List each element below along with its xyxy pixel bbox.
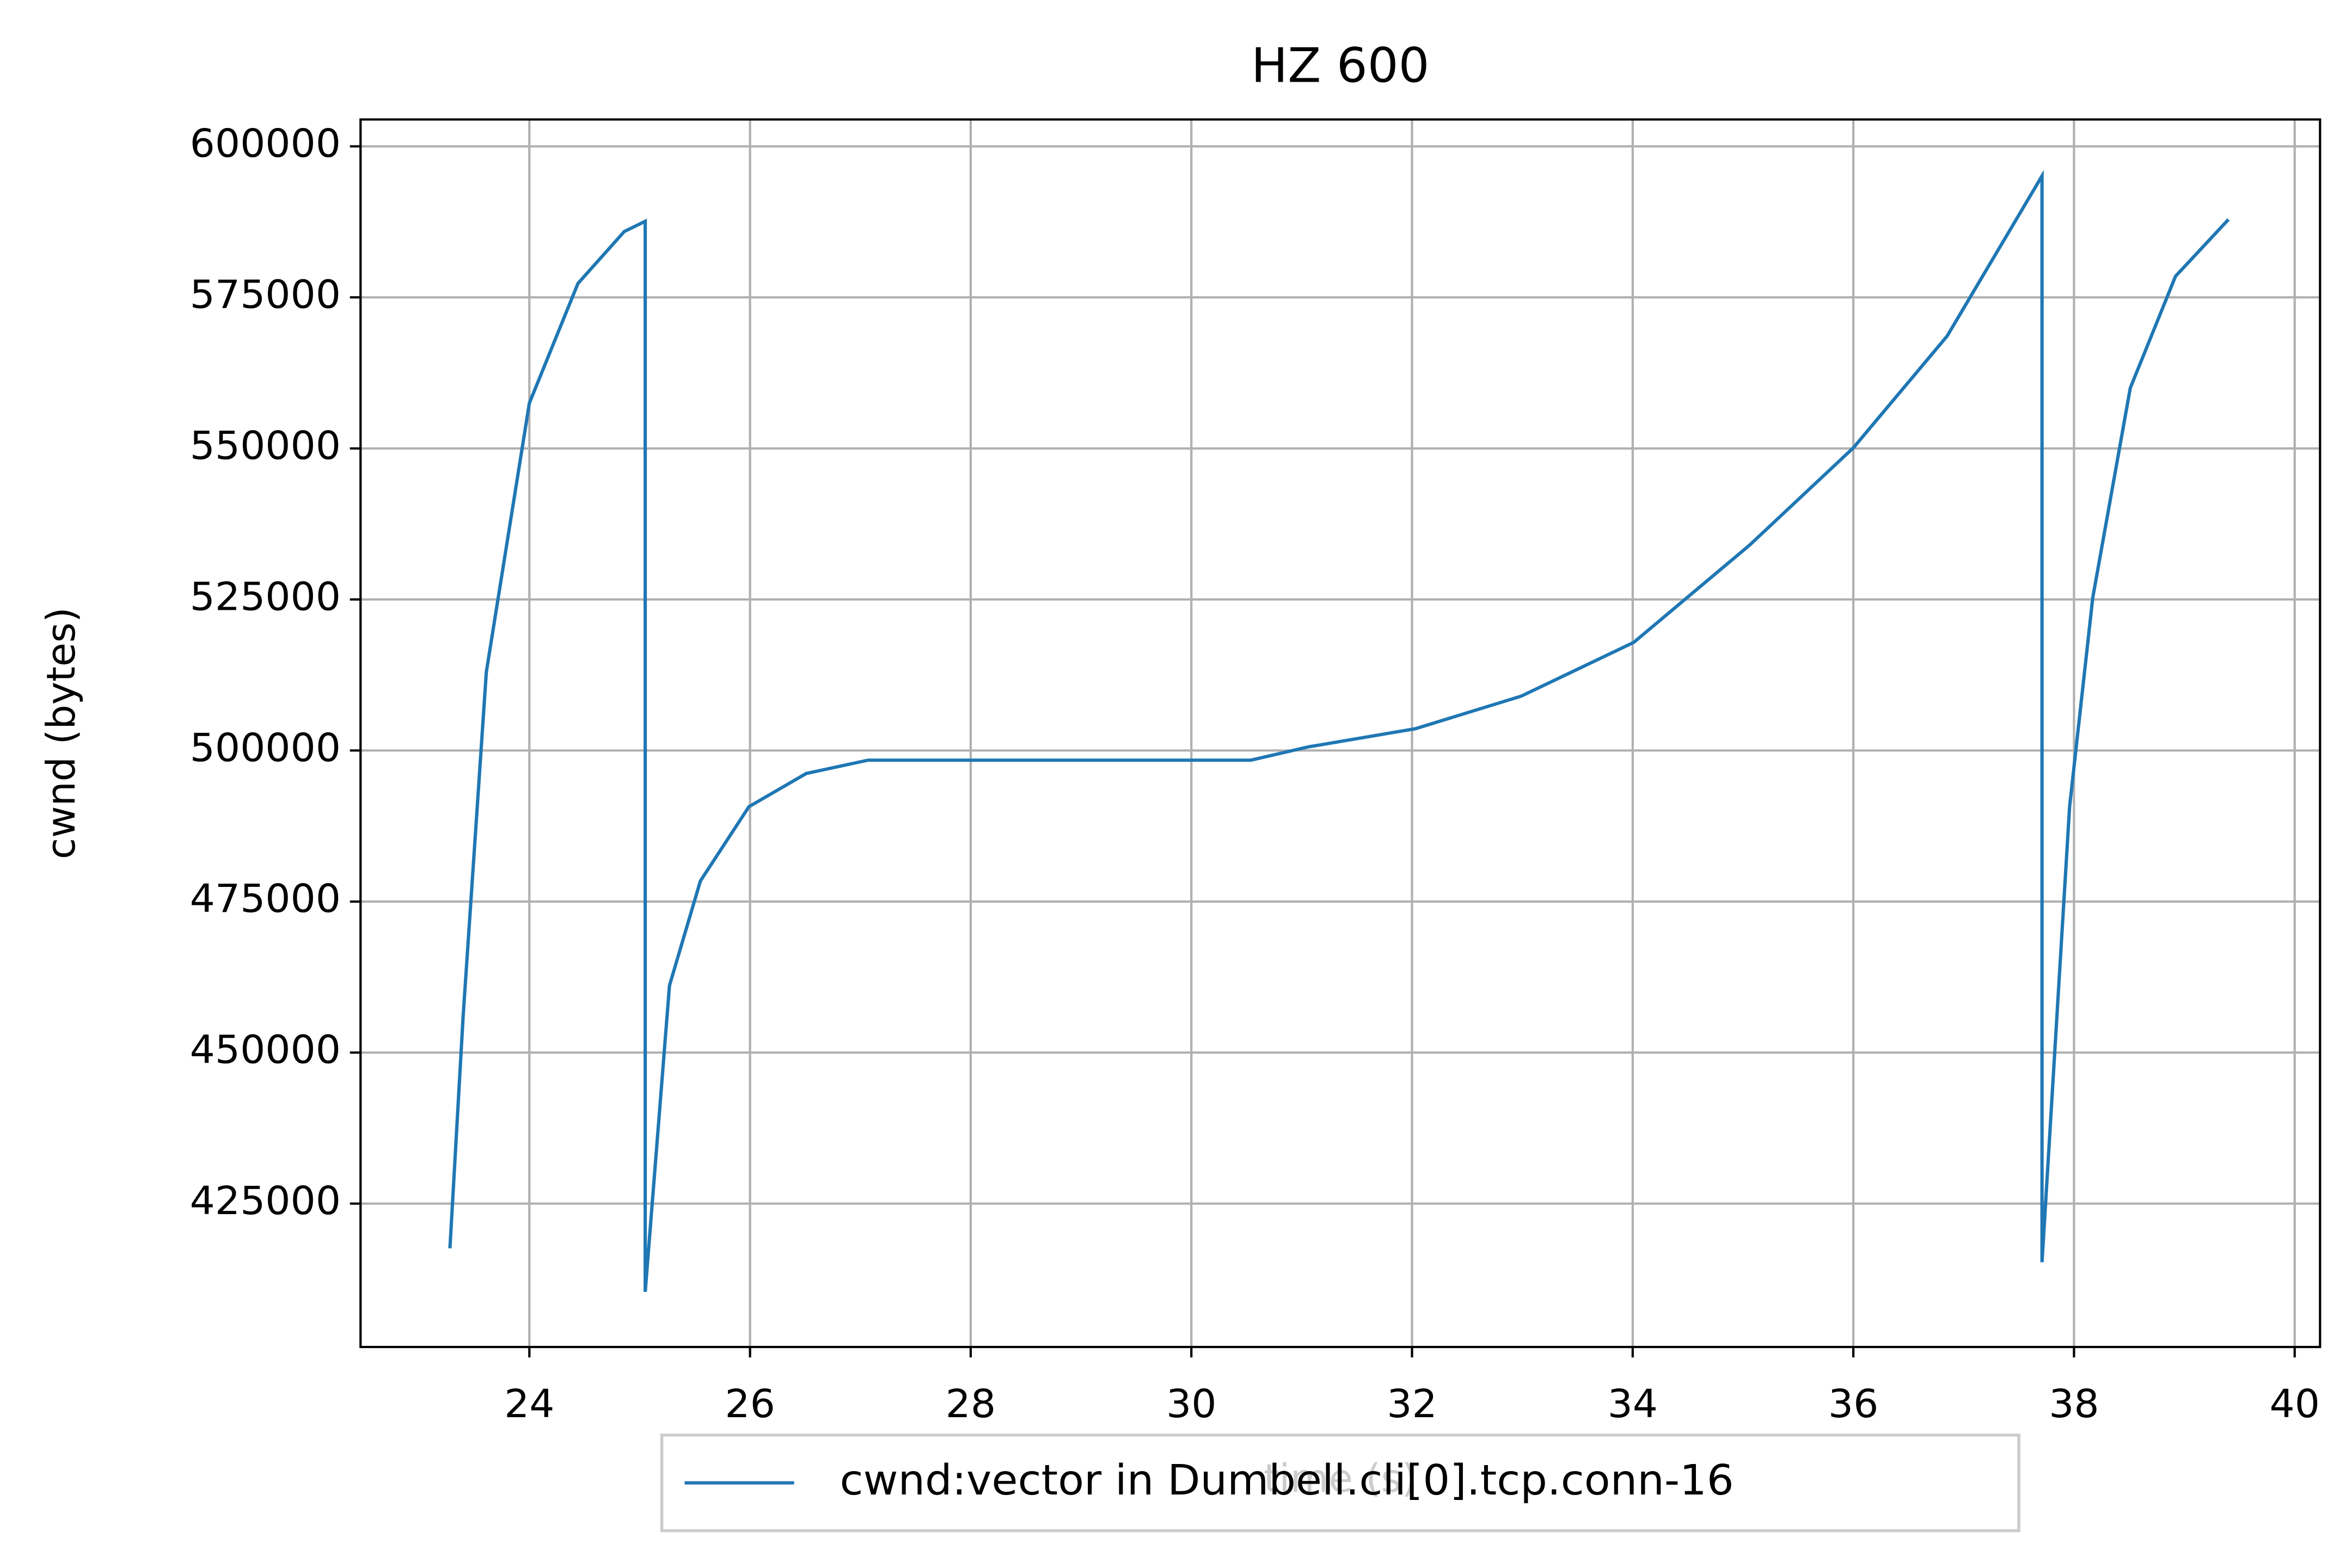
chart-title: HZ 600: [1251, 38, 1430, 93]
x-tick-label: 38: [2049, 1381, 2099, 1426]
x-tick-label: 24: [504, 1381, 554, 1426]
y-tick-label: 525000: [190, 574, 341, 619]
x-tick-label: 28: [946, 1381, 996, 1426]
x-tick-label: 32: [1387, 1381, 1437, 1426]
legend-label: cwnd:vector in Dumbell.cli[0].tcp.conn-1…: [840, 1456, 1734, 1505]
x-tick-label: 26: [725, 1381, 775, 1426]
legend: cwnd:vector in Dumbell.cli[0].tcp.conn-1…: [660, 1434, 2020, 1533]
y-axis-label: cwnd (bytes): [38, 607, 84, 859]
y-tick-label: 475000: [190, 876, 341, 921]
y-tick-label: 600000: [190, 121, 341, 166]
y-tick-label: 425000: [190, 1178, 341, 1223]
x-tick-label: 30: [1166, 1381, 1216, 1426]
x-tick-label: 34: [1608, 1381, 1658, 1426]
data-line: [448, 169, 2230, 1292]
x-tick-label: 40: [2269, 1381, 2319, 1426]
y-tick-label: 500000: [190, 725, 341, 770]
legend-box: [660, 1434, 2020, 1533]
y-tick-label: 575000: [190, 272, 341, 317]
y-tick-label: 550000: [190, 423, 341, 468]
y-tick-label: 450000: [190, 1027, 341, 1072]
plot-frame: [359, 118, 2322, 1349]
x-tick-label: 36: [1828, 1381, 1878, 1426]
